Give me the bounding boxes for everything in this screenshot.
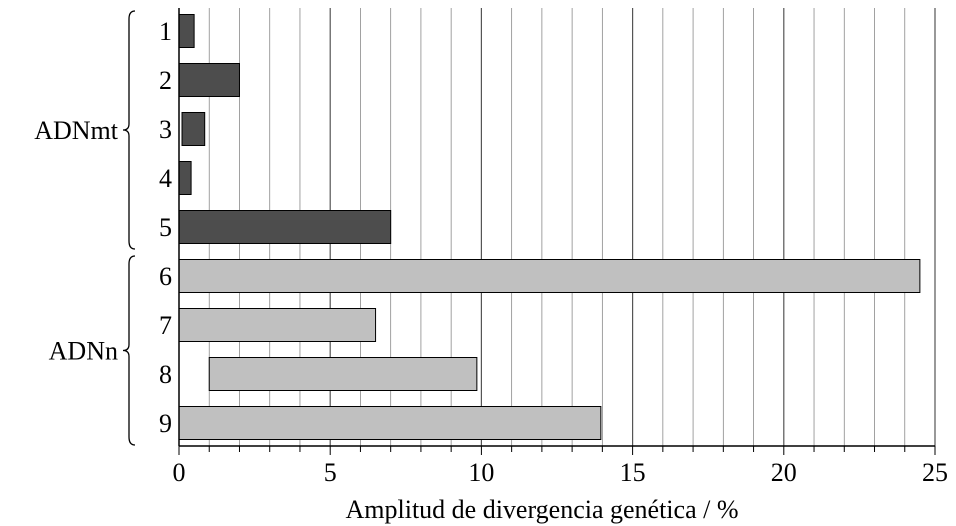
bar-1 — [178, 14, 195, 48]
group-brackets: ADNmt ADNn — [34, 10, 136, 446]
category-label-1: 1 — [159, 17, 172, 46]
x-tick-label-25: 25 — [922, 458, 948, 487]
group-bracket-0 — [122, 10, 136, 250]
category-label-5: 5 — [159, 213, 172, 242]
x-tick-label-10: 10 — [468, 458, 494, 487]
x-tick-label-15: 15 — [620, 458, 646, 487]
grid — [208, 8, 936, 446]
bar-8 — [208, 357, 478, 391]
bar-2 — [178, 63, 240, 97]
x-ticks: 0 5 10 15 20 25 — [173, 446, 948, 487]
category-label-3: 3 — [159, 115, 172, 144]
bar-4 — [178, 161, 192, 195]
bar-6 — [178, 259, 921, 293]
x-tick-label-5: 5 — [324, 458, 337, 487]
bars — [178, 14, 921, 440]
x-axis-title: Amplitud de divergencia genética / % — [346, 495, 739, 524]
axes — [178, 8, 935, 447]
category-labels: 1 2 3 4 5 6 7 8 9 — [159, 17, 172, 438]
category-label-9: 9 — [159, 409, 172, 438]
group-label-0: ADNmt — [34, 116, 119, 145]
group-bracket-1 — [122, 255, 136, 446]
category-label-2: 2 — [159, 66, 172, 95]
x-tick-label-20: 20 — [771, 458, 797, 487]
category-label-7: 7 — [159, 311, 172, 340]
bar-3 — [181, 112, 206, 146]
bar-9 — [178, 406, 602, 440]
bar-7 — [178, 308, 377, 342]
category-label-4: 4 — [159, 164, 172, 193]
category-label-8: 8 — [159, 360, 172, 389]
category-label-6: 6 — [159, 262, 172, 291]
bar-5 — [178, 210, 392, 244]
x-tick-label-0: 0 — [173, 458, 186, 487]
group-label-1: ADNn — [49, 337, 118, 366]
